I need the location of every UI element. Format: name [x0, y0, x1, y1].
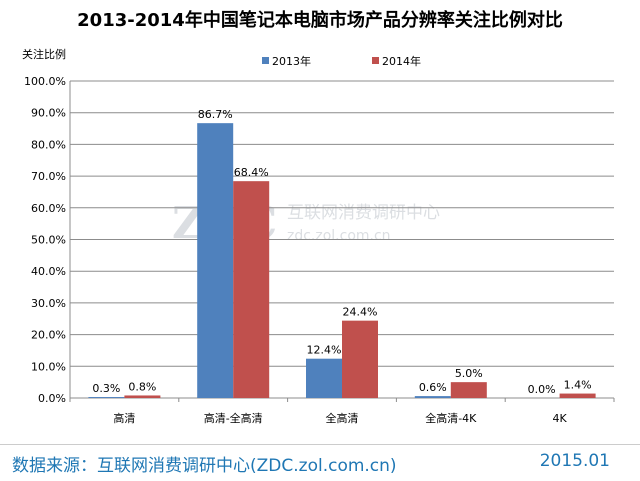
bar	[124, 395, 161, 398]
y-tick-label: 70.0%	[31, 170, 66, 183]
data-label: 68.4%	[234, 166, 269, 179]
x-tick-label: 全高清-4K	[425, 411, 477, 425]
data-labels: 0.3% 0.8% 86.7% 68.4% 12.4% 24.4% 0.6% 5.0% 0.0%…	[92, 108, 591, 396]
bars	[88, 123, 596, 398]
data-label: 0.8%	[128, 380, 156, 393]
y-tick-label: 60.0%	[31, 202, 66, 215]
legend-label-2013: 2013年	[272, 54, 311, 68]
grid	[70, 80, 614, 399]
y-axis-label: 关注比例	[22, 47, 66, 61]
y-tick-label: 0.0%	[38, 392, 66, 405]
y-tick-label: 10.0%	[31, 360, 66, 373]
data-label: 0.6%	[419, 381, 447, 394]
data-label: 24.4%	[343, 306, 378, 319]
bar	[306, 358, 342, 398]
x-tick-label: 4K	[552, 412, 567, 425]
data-label: 0.0%	[528, 383, 556, 396]
watermark-cn-text: 互联网消费调研中心	[287, 203, 440, 223]
bar	[559, 393, 596, 398]
bar	[414, 396, 451, 398]
bar	[450, 382, 487, 398]
footer: 数据来源：互联网消费调研中心(ZDC.zol.com.cn) 2015.01	[0, 444, 640, 481]
footer-date: 2015.01	[539, 451, 610, 471]
bar	[88, 397, 125, 398]
y-tick-label: 90.0%	[31, 107, 66, 120]
data-label: 1.4%	[564, 379, 592, 392]
legend-label-2014: 2014年	[382, 54, 421, 68]
chart-title: 2013-2014年中国笔记本电脑市场产品分辨率关注比例对比	[77, 10, 563, 31]
x-tick-label: 高清	[113, 411, 135, 425]
bar	[233, 181, 270, 398]
data-label: 5.0%	[455, 367, 483, 380]
data-label: 86.7%	[198, 108, 233, 121]
footer-source: 数据来源：互联网消费调研中心(ZDC.zol.com.cn)	[12, 456, 397, 476]
y-tick-label: 80.0%	[31, 138, 66, 151]
y-tick-label: 20.0%	[31, 329, 66, 342]
x-tick-label: 全高清	[326, 411, 359, 425]
y-tick-label: 30.0%	[31, 297, 66, 310]
y-tick-label: 40.0%	[31, 265, 66, 278]
bar	[197, 123, 234, 398]
x-tick-label: 高清-全高清	[204, 411, 263, 425]
legend-swatch-2014	[372, 57, 379, 64]
data-label: 0.3%	[92, 382, 120, 395]
y-tick-label: 100.0%	[24, 75, 66, 88]
bar-chart: 关注比例 2013年 2014年 ZDC 互联网消费调研中心 zdc.zol.c…	[22, 47, 615, 425]
bar	[342, 320, 378, 398]
data-label: 12.4%	[307, 344, 342, 357]
watermark-url: zdc.zol.com.cn	[287, 228, 391, 244]
legend: 2013年 2014年	[262, 54, 421, 68]
legend-swatch-2013	[262, 57, 269, 64]
y-tick-label: 50.0%	[31, 234, 66, 247]
